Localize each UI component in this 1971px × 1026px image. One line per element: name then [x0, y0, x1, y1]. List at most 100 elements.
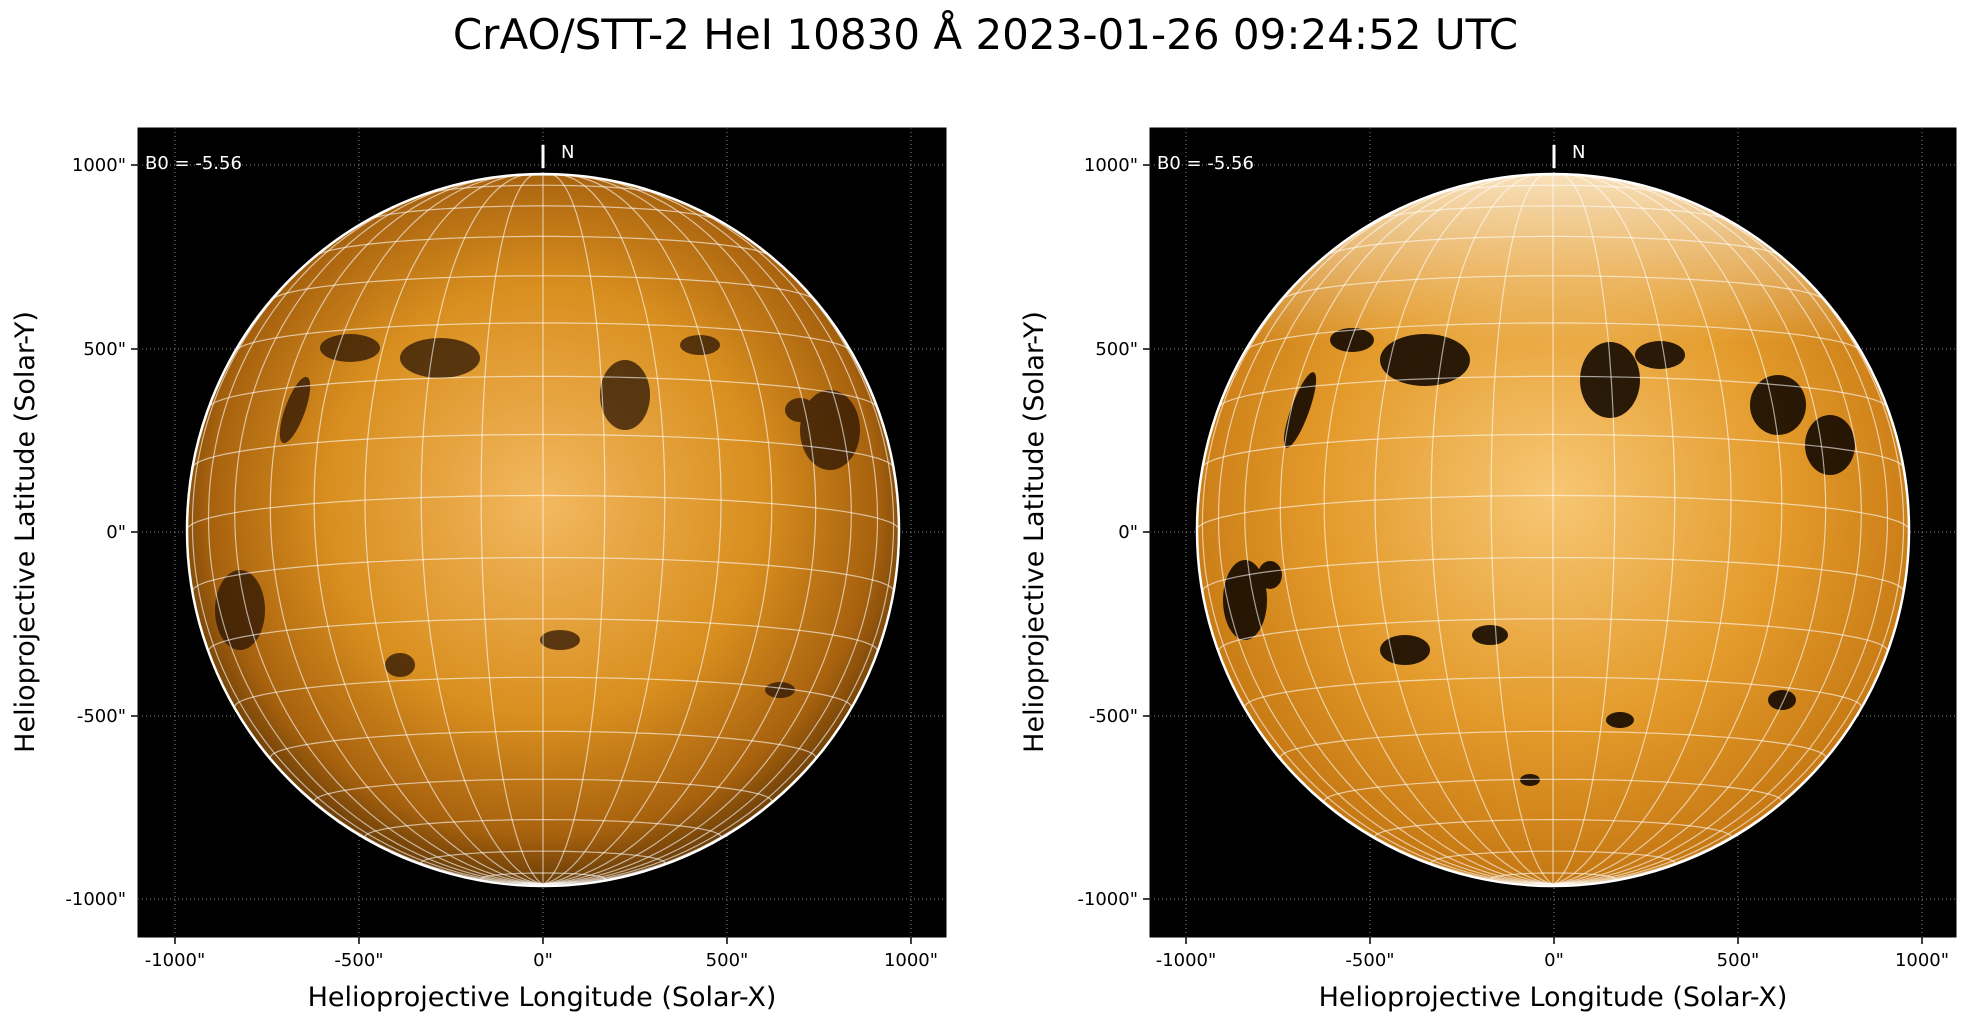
x-tick-label: -500" [334, 950, 383, 971]
y-tick-label: -1000" [1077, 889, 1138, 910]
x-axis-label: Helioprojective Longitude (Solar-X) [308, 982, 777, 1013]
heliographic-grid-line [1490, 872, 1616, 880]
heliographic-grid-line [420, 174, 544, 885]
b0-label: B0 = -5.56 [145, 153, 242, 174]
heliographic-grid-line [542, 174, 606, 885]
heliographic-grid-line [1217, 185, 1554, 885]
y-tick-label: -500" [1089, 706, 1138, 727]
heliographic-grid-line [542, 185, 879, 885]
heliographic-grid-line [1552, 174, 1676, 885]
figure-title: CrAO/STT-2 HeI 10830 Å 2023-01-26 09:24:… [452, 10, 1519, 59]
x-axis-ticks [174, 937, 912, 944]
heliographic-grid-line [208, 375, 878, 408]
x-tick-label: -1000" [1156, 950, 1217, 971]
heliographic-grid [1197, 174, 1909, 885]
heliographic-grid-line [191, 557, 895, 592]
heliographic-grid-line [1197, 494, 1909, 530]
heliographic-grid-line [269, 176, 544, 885]
heliographic-grid-line [1552, 174, 1616, 885]
heliographic-grid-line [1552, 176, 1827, 885]
heliographic-grid-line [364, 819, 722, 839]
heliographic-grid-line [420, 850, 666, 865]
heliographic-grid-line [1430, 850, 1676, 865]
y-tick-label: 1000" [1084, 155, 1138, 176]
x-tick-label: 1000" [884, 950, 938, 971]
heliographic-grid-line [269, 730, 817, 760]
y-tick-label: 0" [1118, 522, 1138, 543]
heliographic-grid-line [313, 778, 773, 804]
y-axis-ticks [131, 164, 138, 717]
x-tick-label: 500" [706, 950, 749, 971]
plot-area: N B0 = -5.56 [137, 127, 947, 938]
heliographic-grid-line [1218, 375, 1888, 408]
heliographic-grid-line [480, 872, 606, 880]
y-axis-label: Helioprojective Latitude (Solar-Y) [10, 311, 41, 753]
heliographic-grid-line [368, 205, 718, 221]
heliographic-grid-line [1374, 174, 1554, 885]
heliographic-grid-line [1552, 174, 1783, 885]
heliographic-grid-line [187, 494, 899, 530]
solar-map-panel-left: N B0 = -5.56 -1000" -500" 0" 500" 1000" … [10, 127, 947, 1013]
heliographic-grid-line [315, 235, 771, 257]
heliographic-grid-line [1245, 322, 1861, 351]
heliographic-grid-line [234, 676, 852, 709]
heliographic-grid-line [1217, 618, 1889, 652]
heliographic-grid-line [364, 174, 544, 885]
heliographic-grid-line [1279, 176, 1554, 885]
heliographic-grid-line [191, 219, 544, 885]
heliographic-grid-line [1436, 184, 1670, 195]
heliographic-grid-line [1552, 174, 1732, 885]
x-tick-label: -1000" [145, 950, 206, 971]
x-axis-label: Helioprojective Longitude (Solar-X) [1319, 982, 1788, 1013]
heliographic-grid-line [1552, 185, 1889, 885]
heliographic-grid-line [1323, 174, 1554, 885]
heliographic-grid-line [480, 174, 544, 885]
heliographic-grid-line [207, 618, 879, 652]
dark-filaments [1223, 328, 1855, 786]
heliographic-grid-line [313, 174, 544, 885]
y-tick-label: 500" [83, 339, 126, 360]
x-tick-label: -500" [1345, 950, 1394, 971]
heliographic-grid-line [207, 185, 544, 885]
heliographic-grid-line [191, 433, 895, 469]
heliographic-grid-line [1201, 433, 1905, 469]
heliographic-grid-line [1552, 219, 1905, 885]
solar-limb [1195, 172, 1911, 888]
heliographic-grid-line [1490, 174, 1554, 885]
x-axis-ticks [1185, 937, 1923, 944]
x-tick-label: 500" [1717, 950, 1760, 971]
heliographic-grid-line [426, 184, 660, 195]
solar-map-panel-right: N B0 = -5.56 -1000" -500" 0" 500" 1000" … [1019, 127, 1957, 1013]
heliographic-grid-line [1201, 219, 1554, 885]
y-tick-label: 1000" [72, 155, 126, 176]
heliographic-grid-line [1244, 676, 1862, 709]
x-tick-label: 0" [1544, 950, 1564, 971]
y-tick-label: -1000" [65, 889, 126, 910]
b0-label: B0 = -5.56 [1157, 153, 1254, 174]
north-label: N [1572, 142, 1585, 163]
heliographic-grid-line [542, 174, 666, 885]
y-tick-label: -500" [77, 706, 126, 727]
heliographic-grid-line [1279, 730, 1827, 760]
y-axis-ticks [1143, 164, 1150, 900]
heliographic-grid-line [542, 174, 773, 885]
heliographic-grid-line [542, 219, 895, 885]
x-tick-label: 1000" [1895, 950, 1949, 971]
heliographic-grid [187, 174, 899, 885]
heliographic-grid-line [1430, 174, 1554, 885]
north-label: N [561, 142, 574, 163]
solar-limb [185, 172, 901, 888]
heliographic-grid-line [1201, 557, 1905, 592]
heliographic-grid-line [270, 275, 816, 301]
y-tick-label: 500" [1095, 339, 1138, 360]
heliographic-grid-line [1323, 778, 1783, 804]
heliographic-grid-line [1378, 205, 1728, 221]
plot-area: N B0 = -5.56 [1149, 127, 1957, 938]
heliographic-grid-line [1325, 235, 1781, 257]
x-tick-label: 0" [533, 950, 553, 971]
y-tick-label: 0" [106, 522, 126, 543]
heliographic-grid-line [1374, 819, 1732, 839]
dark-filaments [215, 334, 860, 698]
y-axis-label: Helioprojective Latitude (Solar-Y) [1019, 311, 1050, 753]
heliographic-grid-line [542, 176, 817, 885]
